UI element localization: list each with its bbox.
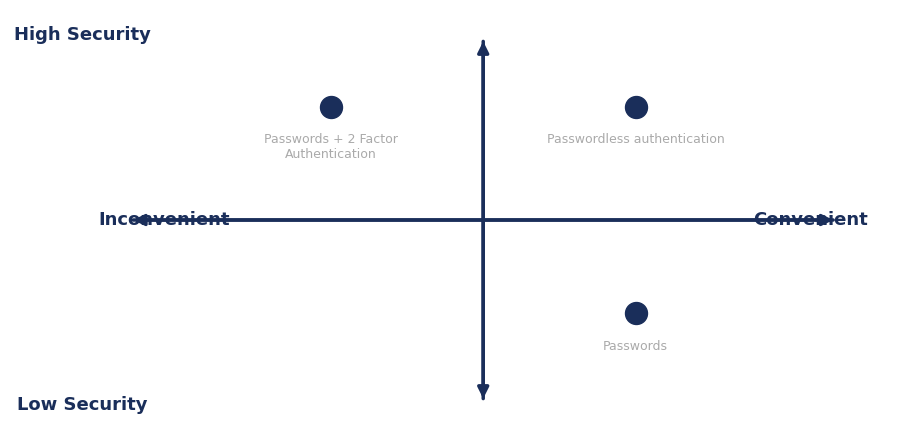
Text: Convenient: Convenient [753, 211, 868, 229]
Text: Inconvenient: Inconvenient [99, 211, 230, 229]
Point [629, 309, 643, 316]
Text: Passwords + 2 Factor
Authentication: Passwords + 2 Factor Authentication [264, 133, 398, 161]
Point [323, 103, 338, 110]
Text: Low Security: Low Security [17, 396, 147, 414]
Text: Passwordless authentication: Passwordless authentication [547, 133, 725, 147]
Point [629, 103, 643, 110]
Text: Passwords: Passwords [603, 340, 668, 352]
Text: High Security: High Security [13, 26, 151, 44]
